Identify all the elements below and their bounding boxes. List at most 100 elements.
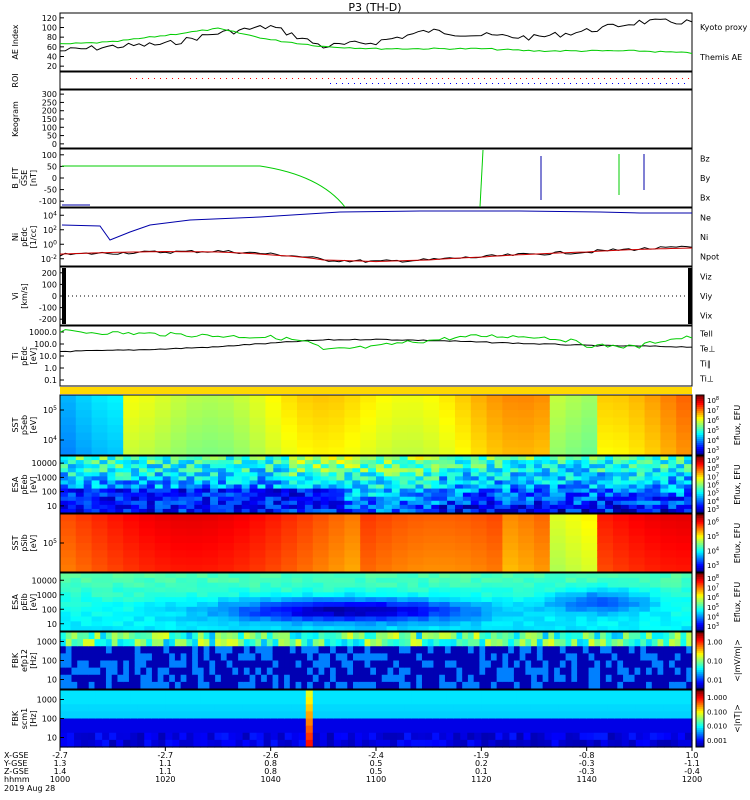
heatmap-cell [202, 402, 219, 411]
heatmap-cell [123, 447, 140, 456]
heatmap-cell [581, 447, 598, 456]
heatmap-cell [467, 646, 475, 654]
heatmap-cell [319, 711, 328, 720]
heatmap-cell [281, 611, 293, 618]
heatmap-cell [71, 667, 78, 676]
colorbar-cell [696, 482, 704, 485]
heatmap-cell [261, 660, 268, 669]
heatmap-cell [670, 616, 683, 622]
heatmap-cell [228, 621, 240, 627]
heatmap-cell [376, 395, 393, 404]
heatmap-cell [131, 488, 140, 494]
heatmap-cell [302, 602, 314, 608]
colorbar-cell [696, 511, 704, 514]
heatmap-cell [207, 587, 219, 593]
heatmap-cell [439, 690, 447, 698]
heatmap-cell [423, 484, 432, 490]
heatmap-cell [358, 674, 366, 683]
heatmap-cell [573, 504, 582, 510]
heatmap-cell [565, 573, 577, 579]
heatmap-cell [281, 410, 298, 419]
heatmap-cell [354, 587, 367, 593]
heatmap-cell [669, 681, 676, 690]
heatmap-cell [360, 456, 369, 461]
heatmap-cell [284, 732, 293, 741]
heatmap-cell [60, 582, 72, 589]
heatmap-cell [677, 718, 686, 727]
heatmap-cell [481, 718, 489, 727]
heatmap-cell [165, 606, 177, 613]
heatmap-cell [444, 681, 452, 690]
heatmap-cell [281, 456, 290, 461]
heatmap-cell [644, 432, 661, 441]
heatmap-cell [281, 597, 293, 603]
heatmap-cell [128, 667, 136, 676]
colorbar-cell [696, 574, 704, 578]
colorbar-cell [696, 514, 704, 517]
heatmap-cell [628, 484, 638, 490]
heatmap-cell [175, 592, 187, 598]
heatmap-cell [81, 739, 89, 748]
heatmap-cell [273, 508, 282, 514]
heatmap-cell [319, 725, 328, 734]
heatmap-cell [676, 500, 685, 506]
heatmap-cell [94, 646, 101, 654]
heatmap-cell [623, 632, 630, 640]
heatmap-cell [194, 468, 203, 473]
roi-dot [646, 78, 647, 79]
heatmap-cell [361, 690, 370, 698]
heatmap-cell [518, 425, 535, 434]
plot-title: P3 (TH-D) [348, 1, 401, 14]
heatmap-cell [494, 496, 503, 502]
roi-dot [640, 78, 641, 79]
heatmap-cell [502, 564, 519, 573]
heatmap-cell [312, 476, 322, 482]
heatmap-cell [548, 674, 555, 683]
heatmap-cell [151, 646, 159, 654]
heatmap-cell [163, 681, 170, 690]
heatmap-cell [418, 690, 426, 698]
heatmap-cell [404, 732, 412, 741]
heatmap-cell [628, 514, 646, 522]
heatmap-cell [233, 550, 251, 559]
heatmap-cell [238, 667, 245, 676]
heatmap-cell [453, 704, 461, 712]
heatmap-cell [116, 690, 124, 698]
heatmap-cell [478, 472, 488, 477]
heatmap-cell [597, 504, 606, 510]
heatmap-cell [411, 711, 419, 720]
heatmap-cell [462, 632, 469, 640]
heatmap-cell [523, 577, 535, 584]
bfit-tick-label: -50 [44, 186, 57, 195]
heatmap-cell [600, 653, 607, 662]
colorbar-tick-label: 106 [707, 416, 719, 425]
heatmap-cell [432, 704, 440, 712]
heatmap-cell [241, 464, 251, 469]
heatmap-cell [210, 456, 219, 461]
heatmap-cell [235, 704, 244, 712]
heatmap-cell [218, 621, 230, 627]
heatmap-cell [557, 504, 567, 510]
heatmap-cell [418, 739, 426, 748]
heatmap-cell [277, 711, 286, 720]
heatmap-cell [335, 660, 343, 669]
heatmap-cell [618, 611, 630, 618]
heatmap-cell [207, 616, 219, 622]
heatmap-cell [582, 681, 590, 690]
heatmap-cell [462, 484, 472, 490]
heatmap-cell [291, 606, 303, 613]
heatmap-cell [91, 535, 108, 544]
heatmap-cell [557, 508, 567, 514]
heatmap-cell [670, 597, 683, 603]
sst-electron-frame [59, 394, 693, 456]
heatmap-cell [297, 496, 306, 502]
heatmap-cell [91, 484, 101, 490]
heatmap-cell [318, 639, 325, 647]
heatmap-cell [172, 739, 180, 748]
heatmap-cell [510, 496, 519, 502]
heatmap-cell [554, 681, 561, 690]
heatmap-cell [383, 472, 393, 477]
heatmap-cell [607, 725, 616, 734]
heatmap-cell [144, 611, 156, 618]
heatmap-cell [336, 496, 345, 502]
